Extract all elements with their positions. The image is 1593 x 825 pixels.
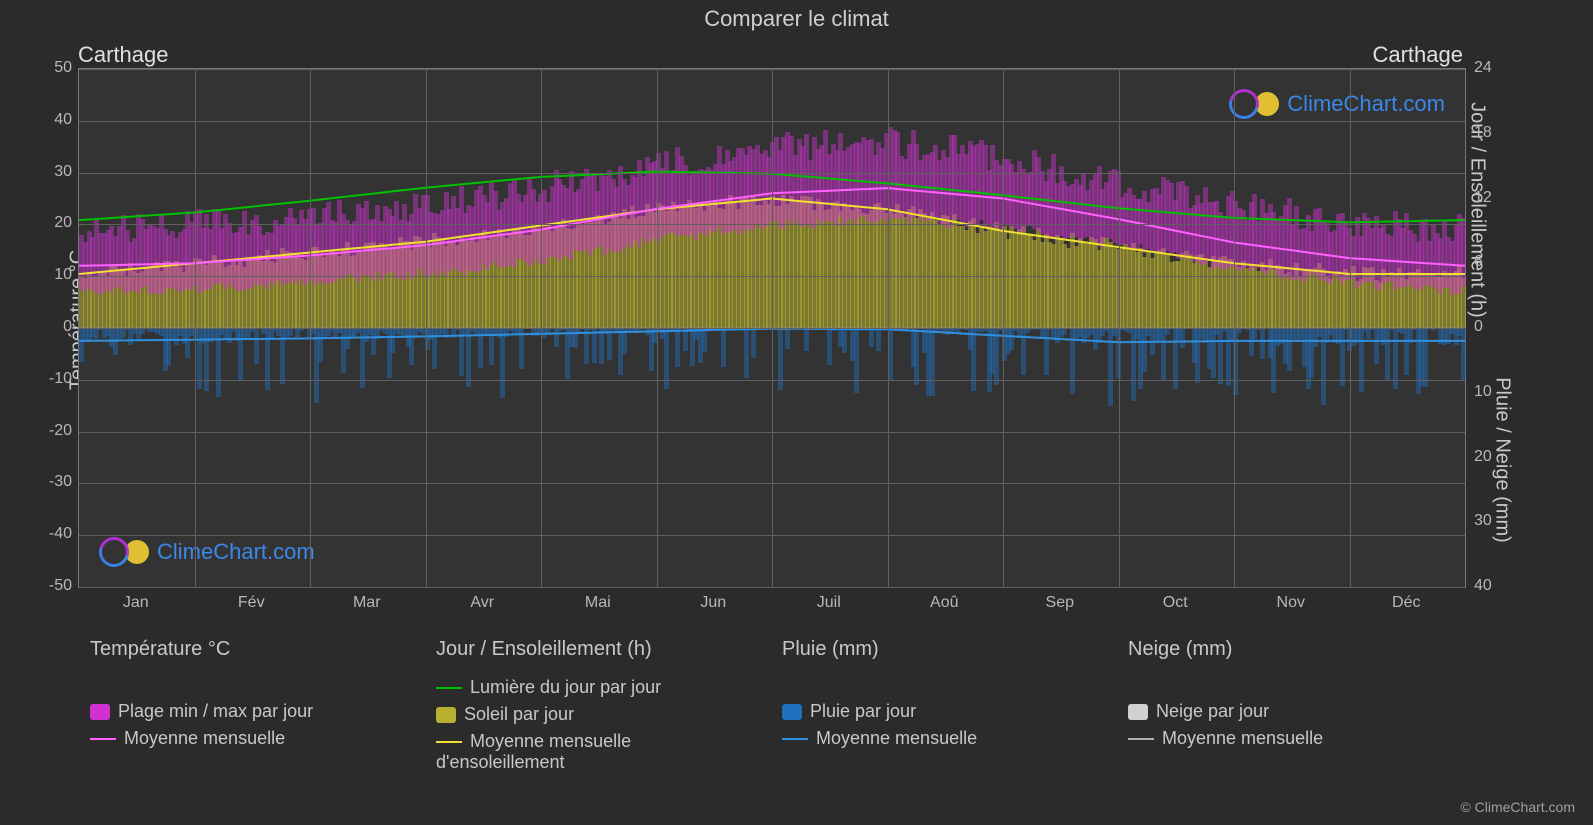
tick-month: Mai [558,594,638,612]
legend-label: Soleil par jour [464,704,574,724]
legend-item: Soleil par jour [436,704,760,725]
watermark-top: ClimeChart.com [1229,89,1445,119]
tick-right-mm: 40 [1474,577,1524,595]
legend-swatch-line [1128,738,1154,740]
tick-left: 30 [22,163,72,181]
tick-left: -20 [22,422,72,440]
tick-left: -30 [22,473,72,491]
legend: Température °C Jour / Ensoleillement (h)… [78,632,1464,785]
legend-item: Moyenne mensuelle [1128,728,1452,749]
legend-swatch-box [782,704,802,720]
legend-label: Plage min / max par jour [118,701,313,721]
tick-left: -50 [22,577,72,595]
tick-month: Jan [96,594,176,612]
tick-month: Sep [1020,594,1100,612]
tick-month: Nov [1251,594,1331,612]
watermark-ring-icon [1224,84,1265,125]
legend-label: Pluie par jour [810,701,916,721]
tick-left: 0 [22,318,72,336]
plot-area: ClimeChart.com ClimeChart.com [78,68,1466,588]
watermark-bottom: ClimeChart.com [99,537,315,567]
tick-right-mm: 20 [1474,448,1524,466]
legend-label: Moyenne mensuelle [1162,728,1323,748]
legend-item: Moyenne mensuelle [90,728,414,749]
location-label-right: Carthage [1372,42,1463,68]
copyright: © ClimeChart.com [1460,799,1575,815]
tick-right-hours: 18 [1474,124,1524,142]
legend-item: Moyenne mensuelle [782,728,1106,749]
legend-swatch-box [1128,704,1148,720]
legend-item: Lumière du jour par jour [436,677,760,698]
legend-header-snow: Neige (mm) [1118,634,1462,665]
legend-swatch-line [90,738,116,740]
legend-item: Moyenne mensuelle d'ensoleillement [436,731,760,773]
location-label-left: Carthage [78,42,169,68]
legend-header-rain: Pluie (mm) [772,634,1116,665]
legend-swatch-line [436,741,462,743]
watermark-text: ClimeChart.com [157,539,315,565]
watermark-text: ClimeChart.com [1287,91,1445,117]
legend-item: Plage min / max par jour [90,701,414,722]
tick-left: 40 [22,111,72,129]
tick-left: -10 [22,370,72,388]
tick-right-hours: 0 [1474,318,1524,336]
tick-left: -40 [22,525,72,543]
tick-right-hours: 6 [1474,253,1524,271]
legend-label: Moyenne mensuelle [124,728,285,748]
legend-swatch-line [436,687,462,689]
tick-month: Juil [789,594,869,612]
tick-month: Jun [673,594,753,612]
tick-left: 10 [22,266,72,284]
legend-header-day: Jour / Ensoleillement (h) [426,634,770,665]
legend-swatch-line [782,738,808,740]
tick-right-mm: 30 [1474,512,1524,530]
tick-month: Aoû [904,594,984,612]
legend-item: Neige par jour [1128,701,1452,722]
legend-item: Pluie par jour [782,701,1106,722]
chart-container: Comparer le climat Carthage Carthage Tem… [0,0,1593,825]
tick-right-hours: 24 [1474,59,1524,77]
tick-month: Déc [1366,594,1446,612]
legend-label: Neige par jour [1156,701,1269,721]
tick-month: Avr [442,594,522,612]
tick-right-hours: 12 [1474,189,1524,207]
legend-label: Moyenne mensuelle [816,728,977,748]
legend-header-temp: Température °C [80,634,424,665]
tick-month: Mar [327,594,407,612]
tick-right-mm: 10 [1474,383,1524,401]
chart-title: Comparer le climat [0,6,1593,32]
tick-left: 50 [22,59,72,77]
legend-swatch-box [436,707,456,723]
tick-month: Fév [211,594,291,612]
tick-left: 20 [22,214,72,232]
tick-month: Oct [1135,594,1215,612]
watermark-ring-icon [94,532,135,573]
legend-swatch-box [90,704,110,720]
legend-label: Lumière du jour par jour [470,677,661,697]
legend-label: Moyenne mensuelle d'ensoleillement [436,731,631,772]
